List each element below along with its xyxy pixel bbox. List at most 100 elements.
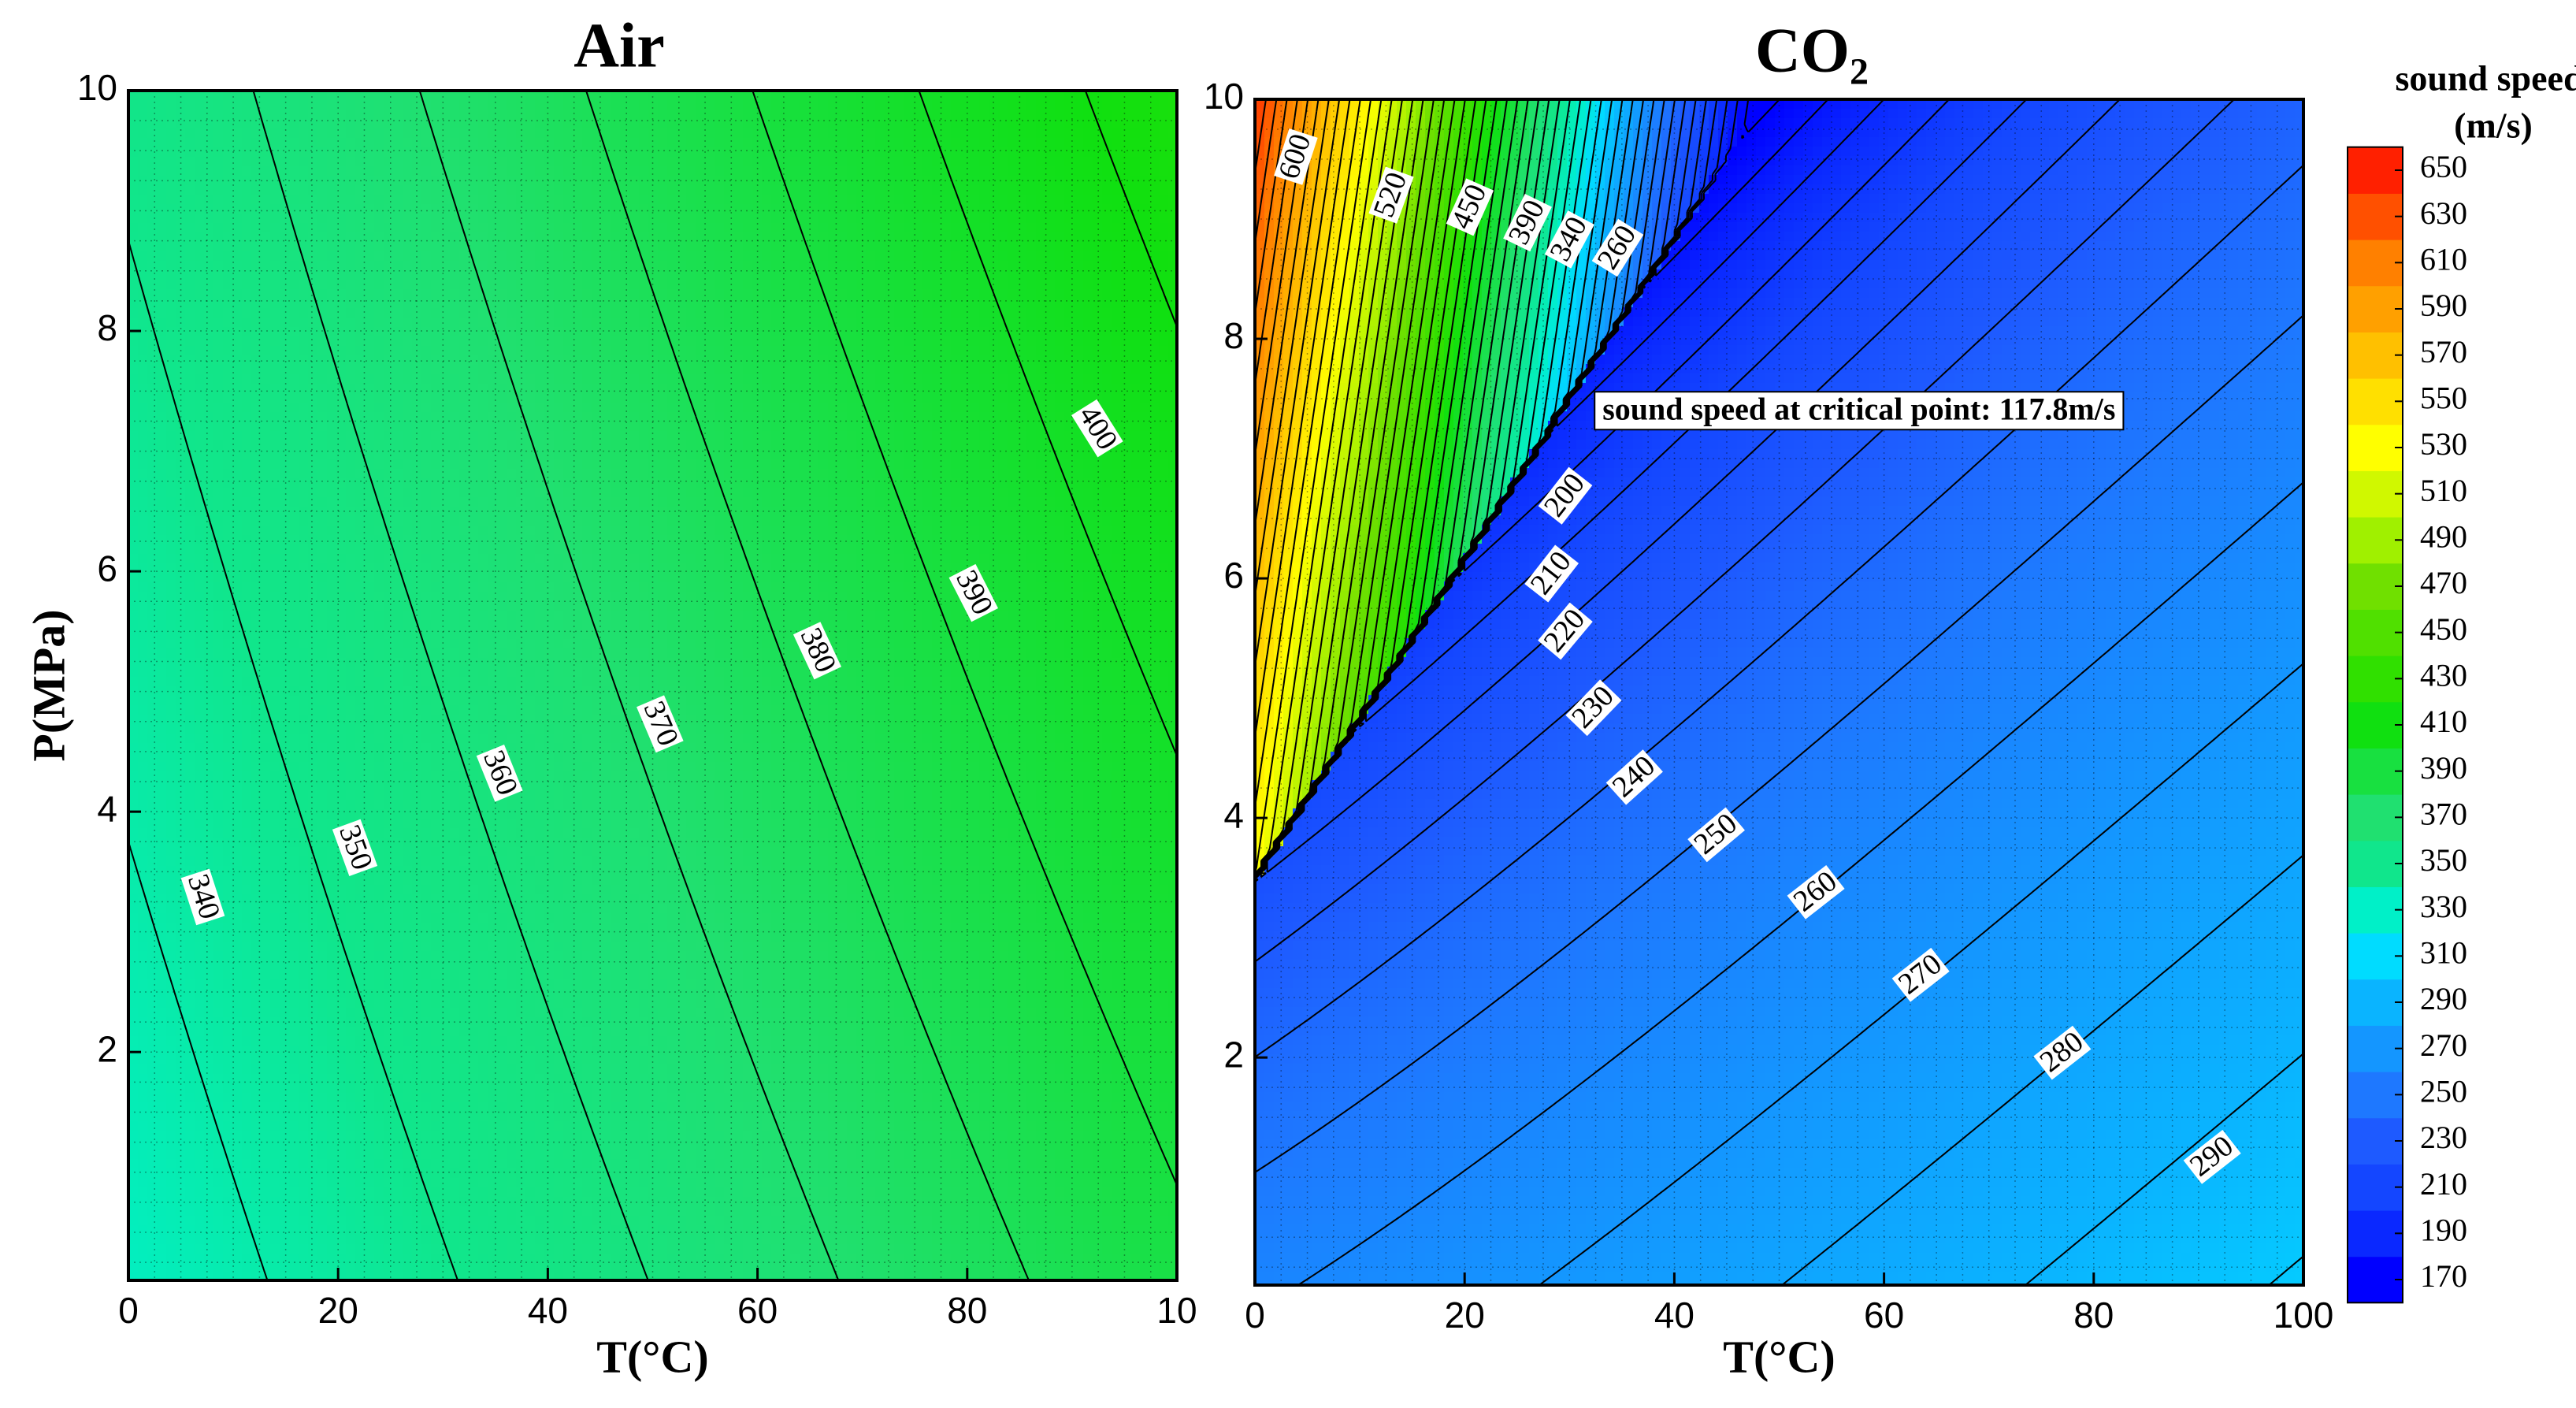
fill-cell <box>421 526 432 536</box>
fill-cell <box>431 261 441 271</box>
fill-cell <box>195 724 205 734</box>
fill-cell <box>166 979 176 990</box>
fill-cell <box>440 100 451 110</box>
fill-cell <box>299 327 309 337</box>
fill-cell <box>261 677 271 687</box>
fill-cell <box>374 1131 384 1141</box>
fill-cell <box>204 128 214 139</box>
fill-cell <box>270 1131 280 1141</box>
fill-cell <box>166 336 176 347</box>
fill-cell <box>185 412 195 422</box>
fill-cell <box>317 157 328 167</box>
fill-cell <box>128 214 139 224</box>
fill-cell <box>289 1187 299 1198</box>
fill-cell <box>431 1131 441 1141</box>
fill-cell <box>270 866 280 876</box>
fill-cell <box>147 989 158 999</box>
fill-cell <box>270 289 280 299</box>
fill-cell <box>157 440 167 451</box>
fill-cell <box>185 611 195 621</box>
fill-cell <box>384 166 394 176</box>
fill-cell <box>450 1046 460 1056</box>
fill-cell <box>431 1083 441 1094</box>
fill-cell <box>232 431 243 441</box>
fill-cell <box>128 1140 139 1150</box>
fill-cell <box>346 280 356 290</box>
fill-cell <box>431 1102 441 1113</box>
fill-cell <box>270 875 280 886</box>
fill-cell <box>280 232 290 243</box>
fill-cell <box>421 715 432 725</box>
fill-cell <box>346 431 356 441</box>
fill-cell <box>431 1159 441 1169</box>
fill-cell <box>421 705 432 715</box>
fill-cell <box>213 847 224 857</box>
fill-cell <box>166 147 176 158</box>
fill-cell <box>317 1064 328 1075</box>
fill-cell <box>440 658 451 668</box>
fill-cell <box>223 790 233 801</box>
fill-cell <box>213 431 224 441</box>
fill-cell <box>374 639 384 649</box>
fill-cell <box>393 705 403 715</box>
fill-cell <box>384 989 394 999</box>
fill-cell <box>280 1150 290 1160</box>
fill-cell <box>469 157 479 167</box>
fill-cell <box>365 1064 375 1075</box>
fill-cell <box>421 1027 432 1037</box>
fill-cell <box>384 658 394 668</box>
fill-cell <box>384 592 394 602</box>
fill-cell <box>242 894 252 905</box>
fill-cell <box>478 1187 488 1198</box>
fill-cell <box>299 1244 309 1254</box>
fill-cell <box>327 497 337 507</box>
fill-cell <box>440 1027 451 1037</box>
fill-cell <box>346 1093 356 1103</box>
fill-cell <box>299 781 309 791</box>
fill-cell <box>346 686 356 697</box>
fill-cell <box>147 790 158 801</box>
fill-cell <box>469 667 479 678</box>
fill-cell <box>308 422 318 432</box>
fill-cell <box>280 393 290 403</box>
fill-cell <box>157 1263 167 1273</box>
fill-cell <box>346 384 356 394</box>
fill-cell <box>459 128 470 139</box>
fill-cell <box>374 1187 384 1198</box>
fill-cell <box>299 346 309 356</box>
fill-cell <box>232 885 243 895</box>
fill-cell <box>431 611 441 621</box>
fill-cell <box>147 1225 158 1235</box>
fill-cell <box>157 904 167 914</box>
fill-cell <box>403 554 413 564</box>
fill-cell <box>478 261 488 271</box>
fill-cell <box>317 1235 328 1245</box>
fill-cell <box>459 1093 470 1103</box>
fill-cell <box>166 261 176 271</box>
fill-cell <box>280 1083 290 1094</box>
fill-cell <box>204 422 214 432</box>
fill-cell <box>374 828 384 838</box>
fill-cell <box>223 1112 233 1122</box>
fill-cell <box>223 308 233 318</box>
fill-cell <box>289 856 299 867</box>
fill-cell <box>176 1187 186 1198</box>
fill-cell <box>403 894 413 905</box>
fill-cell <box>204 790 214 801</box>
fill-cell <box>176 648 186 659</box>
fill-cell <box>289 1150 299 1160</box>
fill-cell <box>431 592 441 602</box>
fill-cell <box>128 1235 139 1245</box>
fill-cell <box>317 1206 328 1217</box>
fill-cell <box>195 346 205 356</box>
fill-cell <box>138 110 148 120</box>
fill-cell <box>488 1008 498 1018</box>
fill-cell <box>317 280 328 290</box>
fill-cell <box>488 648 498 659</box>
fill-cell <box>223 147 233 158</box>
fill-cell <box>374 336 384 347</box>
fill-cell <box>478 1036 488 1046</box>
fill-cell <box>176 1168 186 1179</box>
fill-cell <box>478 951 488 961</box>
fill-cell <box>403 138 413 148</box>
